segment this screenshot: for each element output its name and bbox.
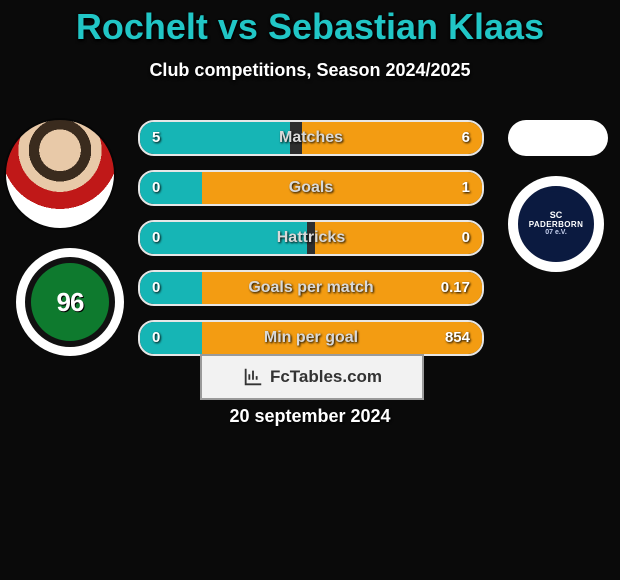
stat-label: Goals per match bbox=[140, 272, 482, 304]
chart-icon bbox=[242, 366, 264, 388]
stat-right-value: 0.17 bbox=[441, 272, 470, 304]
date-text: 20 september 2024 bbox=[0, 406, 620, 427]
page-title: Rochelt vs Sebastian Klaas bbox=[0, 6, 620, 48]
stat-right-value: 1 bbox=[462, 172, 470, 204]
stat-row-hattricks: Hattricks0 0 bbox=[138, 220, 484, 256]
stat-left-value: 0 bbox=[152, 272, 160, 304]
stat-left-value: 0 bbox=[152, 172, 160, 204]
stat-right-value: 854 bbox=[445, 322, 470, 354]
stat-row-matches: Matches5 6 bbox=[138, 120, 484, 156]
stat-label: Min per goal bbox=[140, 322, 482, 354]
stat-label: Hattricks bbox=[140, 222, 482, 254]
brand-box: FcTables.com bbox=[200, 354, 424, 400]
hannover96-icon: 96 bbox=[25, 257, 115, 347]
club-right-badge-bot: 07 e.V. bbox=[545, 229, 567, 236]
stat-row-min-per-goal: Min per goal0 854 bbox=[138, 320, 484, 356]
stat-left-value: 0 bbox=[152, 222, 160, 254]
brand-text: FcTables.com bbox=[270, 367, 382, 387]
stat-label: Goals bbox=[140, 172, 482, 204]
comparison-infographic: Rochelt vs Sebastian Klaas Club competit… bbox=[0, 0, 620, 580]
stat-row-goals-per-match: Goals per match0 0.17 bbox=[138, 270, 484, 306]
stat-right-value: 0 bbox=[462, 222, 470, 254]
subtitle: Club competitions, Season 2024/2025 bbox=[0, 60, 620, 81]
player-right-avatar bbox=[508, 120, 608, 156]
club-right-badge-mid: PADERBORN bbox=[529, 221, 584, 229]
club-left-badge-text: 96 bbox=[57, 287, 84, 318]
club-left-badge: 96 bbox=[16, 248, 124, 356]
player-left-avatar bbox=[6, 120, 114, 228]
stat-right-value: 6 bbox=[462, 122, 470, 154]
stat-bars: Matches56Goals01Hattricks00Goals per mat… bbox=[138, 120, 480, 370]
stat-left-value: 5 bbox=[152, 122, 160, 154]
paderborn-icon: SC PADERBORN 07 e.V. bbox=[518, 186, 594, 262]
club-right-badge: SC PADERBORN 07 e.V. bbox=[508, 176, 604, 272]
stat-label: Matches bbox=[140, 122, 482, 154]
stat-left-value: 0 bbox=[152, 322, 160, 354]
stat-row-goals: Goals0 1 bbox=[138, 170, 484, 206]
